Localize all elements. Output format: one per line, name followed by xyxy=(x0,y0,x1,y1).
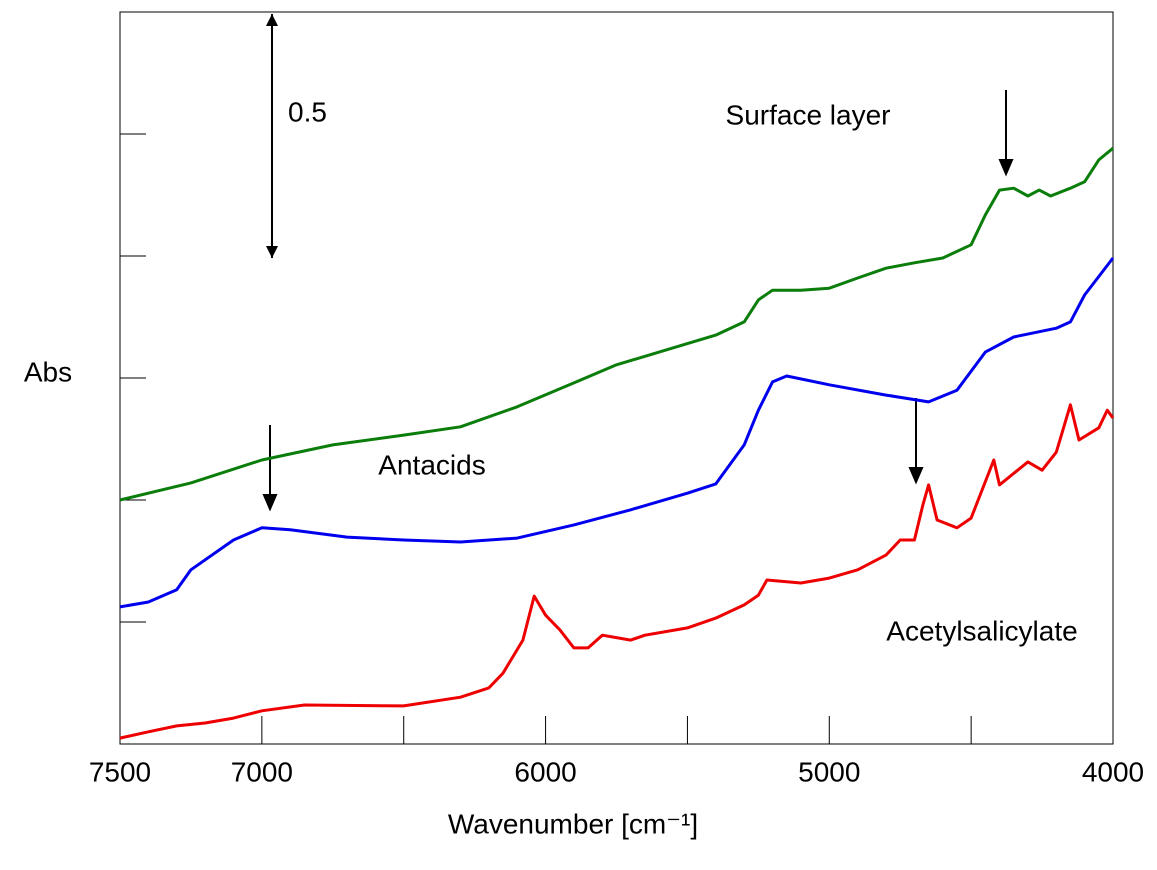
series-label: Surface layer xyxy=(726,99,891,130)
series-line xyxy=(119,257,1115,609)
arrow-head xyxy=(908,467,924,485)
series-line xyxy=(119,147,1114,502)
x-tick-label: 4000 xyxy=(1082,756,1144,787)
scale-bar-label: 0.5 xyxy=(288,96,327,127)
y-axis-label: Abs xyxy=(24,356,72,387)
series-line xyxy=(119,403,1115,740)
arrow-head xyxy=(998,159,1014,177)
series-label: Antacids xyxy=(378,449,485,480)
arrow-head xyxy=(262,494,278,512)
scale-bar-head xyxy=(266,246,278,258)
x-tick-label: 5000 xyxy=(798,756,860,787)
series-label: Acetylsalicylate xyxy=(886,615,1077,646)
x-tick-label: 7500 xyxy=(89,756,151,787)
x-tick-label: 7000 xyxy=(231,756,293,787)
x-axis-label: Wavenumber [cm⁻¹] xyxy=(448,808,698,839)
x-tick-label: 6000 xyxy=(514,756,576,787)
annotation-arrows xyxy=(262,90,1014,512)
scale-bar-head xyxy=(266,14,278,26)
